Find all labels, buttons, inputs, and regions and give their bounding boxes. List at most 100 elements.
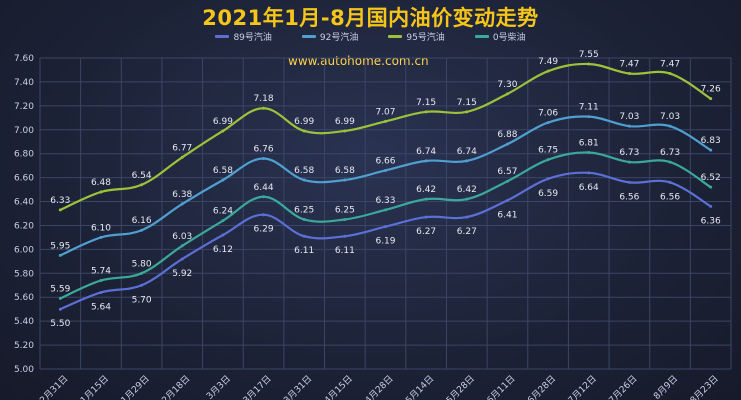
y-tick-label: 5.80 [14,269,34,279]
data-point [424,215,428,219]
data-label: 6.57 [497,167,517,177]
data-label: 5.74 [91,266,111,276]
data-label: 7.55 [579,50,599,60]
data-label: 6.75 [538,146,558,156]
x-tick-label: 5月28日 [444,373,477,400]
data-point [262,106,266,110]
data-point [221,219,225,223]
x-tick-label: 3月31日 [282,373,315,400]
data-label: 6.38 [172,190,192,200]
data-point [587,62,591,66]
data-label: 7.03 [660,112,680,122]
y-tick-label: 5.40 [14,317,34,327]
x-tick-label: 8月9日 [652,373,681,400]
x-tick-label: 1月29日 [119,373,152,400]
data-label: 6.99 [294,117,314,127]
data-point [384,208,387,212]
x-tick-label: 8月23日 [688,373,721,400]
x-tick-label: 6月11日 [485,373,518,400]
data-point [709,204,713,208]
data-point [221,178,225,182]
data-label: 6.36 [701,216,721,226]
legend-swatch [388,35,403,38]
data-label: 6.88 [497,130,517,140]
data-point [384,119,387,123]
data-label: 7.11 [579,103,599,113]
data-point [668,124,672,128]
data-label: 5.64 [91,302,111,312]
legend: 89号汽油 92号汽油 95号汽油 0号柴油 [0,30,741,43]
x-tick-label: 6月28日 [526,373,559,400]
data-label: 7.18 [254,94,274,104]
data-point [465,197,469,201]
x-tick-label: 3月17日 [241,373,274,400]
data-point [99,290,103,294]
data-label: 6.33 [50,196,70,206]
data-point [302,217,306,221]
data-label: 6.73 [660,148,680,158]
chart-title: 2021年1月-8月国内油价变动走势 [202,6,539,30]
data-label: 6.42 [416,185,436,195]
y-tick-label: 6.40 [14,198,34,208]
data-label: 6.99 [335,117,355,127]
data-point [505,179,509,183]
x-tick-label: 4月15日 [322,373,355,400]
data-label: 6.12 [213,245,233,255]
y-tick-label: 6.60 [14,174,34,184]
legend-swatch [215,35,230,38]
data-point [384,168,387,172]
data-point [424,159,428,163]
data-label: 6.44 [254,183,274,193]
data-point [262,213,266,217]
y-tick-label: 7.20 [14,102,34,112]
data-point [58,253,62,257]
data-label: 6.27 [457,227,477,237]
data-point [343,217,347,221]
data-label: 6.25 [294,205,314,215]
x-tick-label: 2月18日 [160,373,193,400]
data-label: 6.58 [335,166,355,176]
data-point [546,69,550,73]
y-tick-label: 6.00 [14,245,34,255]
data-label: 6.81 [579,138,599,148]
legend-swatch [301,35,316,38]
x-tick-label: 1月15日 [78,373,111,400]
data-point [384,225,387,229]
legend-item-diesel[interactable]: 0号柴油 [474,30,526,43]
data-label: 6.58 [213,166,233,176]
legend-item-92[interactable]: 92号汽油 [301,30,358,43]
data-label: 5.92 [172,269,192,279]
data-point [465,110,469,114]
data-label: 7.47 [619,60,639,70]
data-point [709,185,713,189]
data-label: 6.56 [660,192,680,202]
data-point [546,158,550,162]
data-label: 7.06 [538,109,558,119]
data-label: 6.48 [91,178,111,188]
data-label: 7.15 [416,98,436,108]
data-point [627,124,631,128]
data-label: 6.03 [172,232,192,242]
y-tick-label: 7.60 [14,54,34,64]
data-label: 6.10 [91,223,111,233]
data-point [99,190,103,194]
data-point [465,159,469,163]
data-label: 6.54 [132,171,152,181]
x-tick-label: 7月12日 [566,373,599,400]
data-label: 6.52 [701,173,721,183]
data-label: 6.83 [701,136,721,146]
data-label: 6.74 [416,147,436,157]
data-point [424,110,428,114]
data-point [343,234,347,238]
data-label: 6.66 [375,156,395,166]
legend-item-95[interactable]: 95号汽油 [388,30,445,43]
y-tick-label: 7.00 [14,126,34,136]
legend-item-89[interactable]: 89号汽油 [215,30,272,43]
data-point [505,92,509,96]
series-line [59,115,712,257]
data-label: 6.64 [579,183,599,193]
data-point [668,160,672,164]
y-tick-label: 6.20 [14,221,34,231]
y-tick-label: 5.00 [14,365,34,375]
data-point [302,234,306,238]
